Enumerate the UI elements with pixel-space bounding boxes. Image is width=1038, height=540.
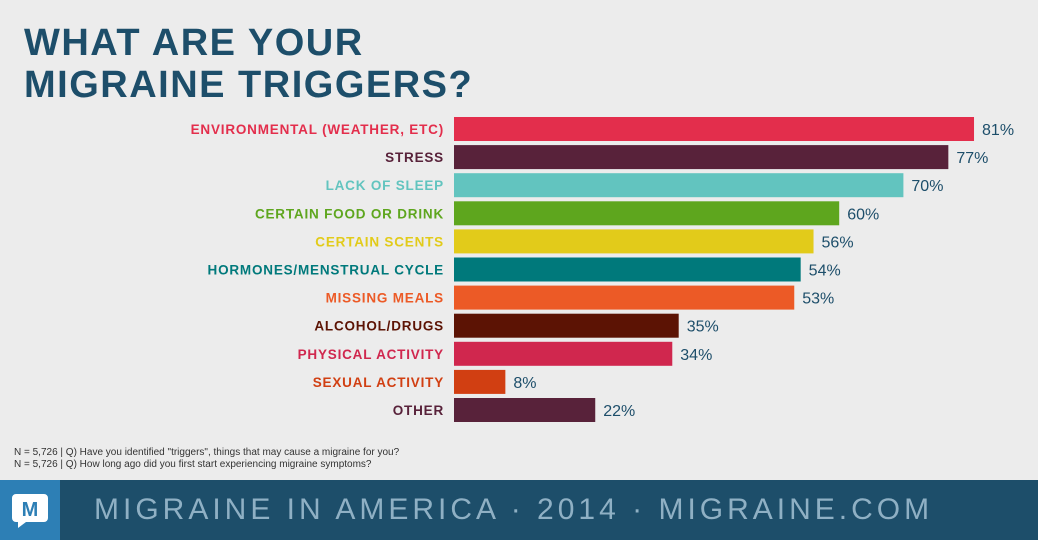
bar [454, 257, 801, 282]
bar [454, 201, 840, 226]
category-label: ENVIRONMENTAL (WEATHER, ETC) [191, 122, 444, 137]
value-label: 77% [956, 150, 988, 167]
bar [454, 117, 975, 141]
footer-bar: M MIGRAINE IN AMERICA · 2014 · MIGRAINE.… [0, 480, 1038, 540]
m-logo-icon: M [12, 494, 48, 528]
bar [454, 313, 679, 338]
value-label: 35% [687, 319, 719, 336]
category-label: PHYSICAL ACTIVITY [298, 347, 444, 362]
category-label: CERTAIN FOOD OR DRINK [255, 206, 444, 221]
note-line-2: N = 5,726 | Q) How long ago did you firs… [14, 459, 372, 470]
category-label: HORMONES/MENSTRUAL CYCLE [208, 263, 444, 278]
page-title: WHAT ARE YOUR MIGRAINE TRIGGERS? [24, 22, 724, 106]
category-label: STRESS [385, 150, 444, 165]
bar-chart: ENVIRONMENTAL (WEATHER, ETC) 81% STRESS 77%… [191, 117, 1014, 422]
logo-letter: M [22, 499, 39, 521]
survey-notes: N = 5,726 | Q) Have you identified "trig… [14, 447, 399, 471]
title-line-2: MIGRAINE TRIGGERS? [24, 64, 474, 106]
value-label: 70% [911, 178, 943, 195]
category-label: LACK OF SLEEP [326, 178, 444, 193]
category-label: SEXUAL ACTIVITY [313, 375, 444, 390]
bar [454, 173, 904, 198]
category-label: CERTAIN SCENTS [315, 234, 444, 249]
note-line-1: N = 5,726 | Q) Have you identified "trig… [14, 447, 400, 458]
logo: M [0, 480, 60, 540]
value-label: 60% [847, 206, 879, 223]
title-line-1: WHAT ARE YOUR [24, 22, 364, 64]
footer-text: MIGRAINE IN AMERICA · 2014 · MIGRAINE.CO… [94, 493, 934, 526]
bar [454, 229, 814, 254]
category-label: MISSING MEALS [326, 291, 444, 306]
bar [454, 285, 795, 310]
category-label: OTHER [393, 403, 444, 418]
value-label: 54% [809, 263, 841, 280]
bar [454, 145, 949, 170]
value-label: 34% [680, 347, 712, 364]
value-label: 22% [603, 403, 635, 420]
category-label: ALCOHOL/DRUGS [314, 319, 444, 334]
value-label: 53% [802, 291, 834, 308]
bar [454, 398, 596, 422]
value-label: 56% [822, 234, 854, 251]
bar [454, 369, 506, 394]
value-label: 8% [513, 375, 536, 392]
bar [454, 341, 673, 366]
value-label: 81% [982, 122, 1014, 139]
